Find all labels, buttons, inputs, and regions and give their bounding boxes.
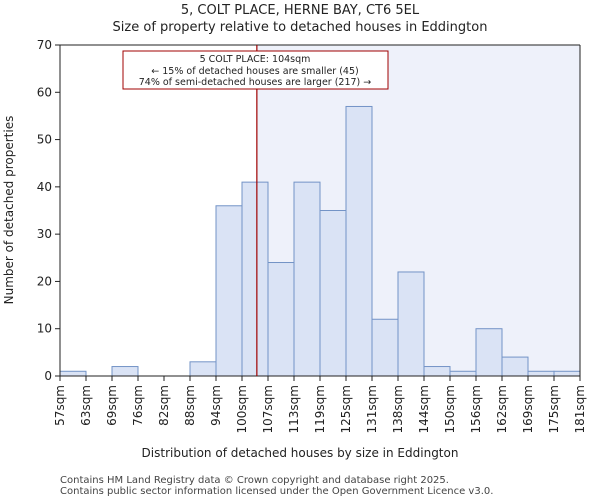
- x-tick-label: 113sqm: [287, 385, 301, 433]
- bar: [215, 205, 243, 377]
- x-tick-label: 69sqm: [105, 385, 119, 426]
- footer-line-2: Contains public sector information licen…: [60, 486, 493, 497]
- x-tick-label: 181sqm: [573, 385, 587, 433]
- bar: [345, 105, 373, 377]
- bar: [501, 356, 529, 377]
- x-tick-label: 63sqm: [79, 385, 93, 426]
- bar: [423, 366, 451, 377]
- annotation-line-3: 74% of semi-detached houses are larger (…: [139, 77, 372, 88]
- bar: [449, 370, 477, 377]
- x-tick-label: 162sqm: [495, 385, 509, 433]
- y-tick-label: 60: [37, 85, 52, 99]
- x-tick-label: 175sqm: [547, 385, 561, 433]
- bar: [319, 210, 347, 377]
- x-tick-label: 100sqm: [235, 385, 249, 433]
- bar: [371, 318, 399, 377]
- y-tick-label: 20: [37, 274, 52, 288]
- x-tick-label: 107sqm: [261, 385, 275, 433]
- bars: [59, 105, 581, 377]
- y-tick-label: 70: [37, 38, 52, 52]
- y-ticks: 0 10 20 30 40 50 60 70: [37, 38, 60, 383]
- annotation-line-1: 5 COLT PLACE: 104sqm: [200, 54, 311, 65]
- y-tick-label: 30: [37, 227, 52, 241]
- bar: [527, 370, 555, 377]
- chart-subtitle: Size of property relative to detached ho…: [113, 20, 488, 35]
- bar: [59, 370, 87, 377]
- footer-line-1: Contains HM Land Registry data © Crown c…: [60, 475, 449, 486]
- x-tick-label: 169sqm: [521, 385, 535, 433]
- y-tick-label: 40: [37, 180, 52, 194]
- x-tick-label: 94sqm: [209, 385, 223, 426]
- y-tick-label: 0: [44, 369, 52, 383]
- annotation-box: 5 COLT PLACE: 104sqm ← 15% of detached h…: [122, 50, 389, 90]
- x-tick-label: 76sqm: [131, 385, 145, 426]
- x-axis-label: Distribution of detached houses by size …: [142, 446, 459, 460]
- x-tick-label: 144sqm: [417, 385, 431, 433]
- x-tick-label: 138sqm: [391, 385, 405, 433]
- x-tick-label: 125sqm: [339, 385, 353, 433]
- x-tick-label: 57sqm: [53, 385, 67, 426]
- x-tick-label: 156sqm: [469, 385, 483, 433]
- chart-title: 5, COLT PLACE, HERNE BAY, CT6 5EL: [181, 3, 420, 18]
- x-tick-label: 131sqm: [365, 385, 379, 433]
- y-tick-label: 50: [37, 133, 52, 147]
- y-axis-label: Number of detached properties: [2, 116, 16, 305]
- x-ticks: 57sqm 63sqm 69sqm 76sqm 82sqm 88sqm 94sqm 100sq…: [53, 376, 587, 433]
- bar: [293, 181, 321, 377]
- bar: [475, 328, 503, 377]
- annotation-border: [122, 50, 389, 90]
- bar: [397, 271, 425, 377]
- x-tick-label: 119sqm: [313, 385, 327, 433]
- bar: [553, 370, 581, 377]
- y-tick-label: 10: [37, 322, 52, 336]
- x-tick-label: 150sqm: [443, 385, 457, 433]
- bar: [189, 361, 217, 377]
- annotation-line-2: ← 15% of detached houses are smaller (45…: [151, 66, 358, 77]
- bar: [267, 262, 295, 377]
- bar: [111, 366, 139, 377]
- bar: [241, 181, 269, 377]
- x-tick-label: 88sqm: [183, 385, 197, 426]
- x-tick-label: 82sqm: [157, 385, 171, 426]
